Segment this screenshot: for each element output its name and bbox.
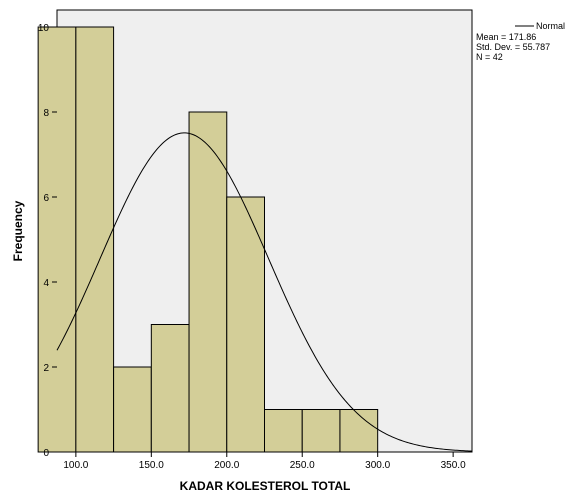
legend: Normal Mean = 171.86 Std. Dev. = 55.787 … bbox=[476, 21, 565, 62]
histogram-bar-5 bbox=[226, 196, 265, 453]
legend-stat-sd: Std. Dev. = 55.787 bbox=[476, 42, 550, 52]
y-tick-label: 8 bbox=[43, 108, 49, 119]
legend-line-label: Normal bbox=[536, 21, 565, 31]
histogram-bar-3 bbox=[150, 324, 190, 453]
histogram-bar-2 bbox=[113, 366, 152, 453]
histogram-bar-0 bbox=[37, 26, 77, 453]
x-tick-label: 200.0 bbox=[214, 460, 239, 471]
legend-stat-n: N = 42 bbox=[476, 52, 503, 62]
y-axis-title: Frequency bbox=[11, 200, 25, 261]
x-tick-label: 100.0 bbox=[63, 460, 88, 471]
normal-curve bbox=[56, 132, 473, 452]
x-tick-label: 250.0 bbox=[290, 460, 315, 471]
x-tick-label: 350.0 bbox=[441, 460, 466, 471]
x-axis-title: KADAR KOLESTEROL TOTAL bbox=[180, 479, 351, 493]
x-tick-label: 300.0 bbox=[365, 460, 390, 471]
y-tick-label: 0 bbox=[43, 448, 49, 459]
y-tick-label: 4 bbox=[43, 278, 49, 289]
legend-stat-mean: Mean = 171.86 bbox=[476, 32, 536, 42]
histogram-bar-8 bbox=[339, 409, 379, 453]
histogram-bars bbox=[37, 26, 379, 453]
y-tick-label: 2 bbox=[43, 363, 49, 374]
histogram-bar-6 bbox=[264, 409, 303, 453]
y-tick-label: 10 bbox=[38, 23, 50, 34]
x-tick-label: 150.0 bbox=[139, 460, 164, 471]
histogram-bar-7 bbox=[301, 409, 341, 453]
y-axis: 0 2 4 6 8 10 bbox=[38, 23, 57, 459]
y-tick-label: 6 bbox=[43, 193, 49, 204]
x-axis: 100.0 150.0 200.0 250.0 300.0 350.0 bbox=[63, 452, 466, 471]
histogram-bar-4 bbox=[188, 111, 228, 453]
histogram-bar-1 bbox=[75, 26, 115, 453]
